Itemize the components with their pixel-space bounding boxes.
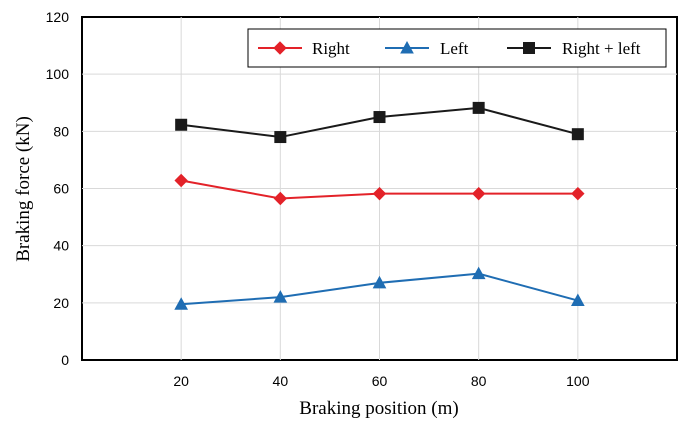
data-point-right-left xyxy=(175,118,188,131)
legend-label: Right + left xyxy=(562,39,641,58)
series-right-left xyxy=(175,101,584,144)
data-point-right xyxy=(372,186,387,201)
x-tick-label: 60 xyxy=(372,373,388,389)
y-tick-label: 60 xyxy=(53,181,69,197)
data-point-left xyxy=(273,290,288,303)
data-point-left xyxy=(471,266,486,280)
legend-item-left: Left xyxy=(385,39,469,58)
y-tick-label: 120 xyxy=(46,9,70,25)
series-right xyxy=(174,173,585,206)
legend-box xyxy=(247,28,667,68)
data-point-right xyxy=(273,191,288,206)
legend-item-right-left: Right + left xyxy=(507,39,641,58)
legend-swatch-marker xyxy=(523,42,535,54)
data-point-right xyxy=(471,186,486,201)
series-group xyxy=(174,101,585,310)
data-point-right-left xyxy=(571,128,584,141)
y-tick-label: 40 xyxy=(53,238,69,254)
legend-swatch-marker xyxy=(273,41,287,55)
y-tick-label: 0 xyxy=(61,352,69,368)
data-point-left xyxy=(570,293,585,307)
data-point-right-left xyxy=(373,111,386,124)
legend-label: Right xyxy=(312,39,350,58)
legend-item-right: Right xyxy=(258,39,350,58)
y-tick-label: 80 xyxy=(53,123,69,139)
x-tick-labels: 20 40 60 80 100 xyxy=(173,373,589,389)
x-tick-label: 80 xyxy=(471,373,487,389)
y-tick-label: 20 xyxy=(53,295,69,311)
y-tick-labels: 0 20 40 60 80 100 120 xyxy=(46,9,70,368)
y-axis-title: Braking force (kN) xyxy=(13,116,34,262)
series-left xyxy=(174,266,585,310)
x-tick-label: 20 xyxy=(173,373,189,389)
data-point-right-left xyxy=(274,131,287,144)
x-tick-label: 40 xyxy=(273,373,289,389)
x-axis-title: Braking position (m) xyxy=(299,398,458,419)
legend-label: Left xyxy=(440,39,469,58)
y-tick-label: 100 xyxy=(46,66,70,82)
legend-swatch-marker xyxy=(400,40,414,54)
data-point-left xyxy=(174,297,189,310)
data-point-left xyxy=(372,275,387,289)
data-point-right-left xyxy=(472,101,485,114)
legend: Right Left Right + left xyxy=(247,28,667,68)
data-point-right xyxy=(571,186,585,201)
data-point-right xyxy=(174,173,188,188)
x-tick-label: 100 xyxy=(566,373,590,389)
